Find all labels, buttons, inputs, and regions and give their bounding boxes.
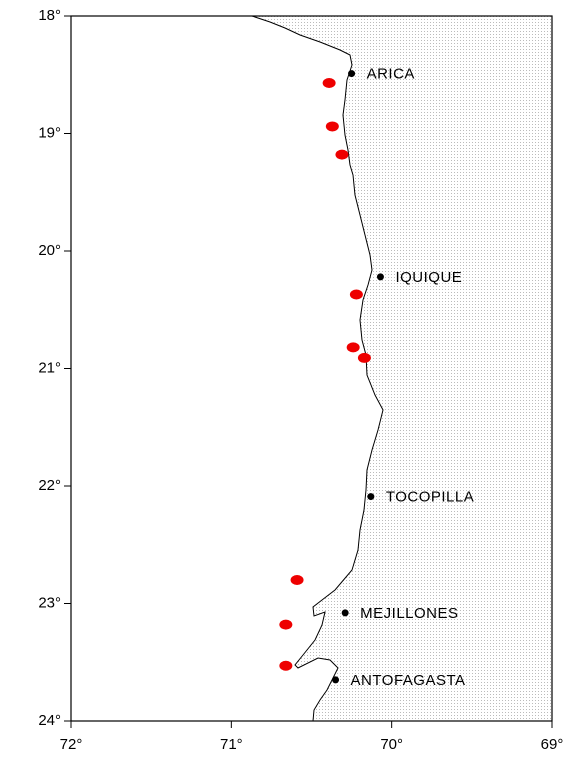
city (376, 273, 384, 281)
y-tick-label: 19° (38, 124, 61, 141)
y-tick-label: 23° (38, 594, 61, 611)
y-tick-label: 24° (38, 712, 61, 729)
x-tick-label: 70° (380, 736, 403, 753)
city-label: TOCOPILLA (386, 489, 474, 506)
y-tick-label: 20° (38, 242, 61, 259)
land (252, 16, 552, 721)
city-label: ANTOFAGASTA (351, 672, 466, 689)
station (325, 121, 339, 132)
station (290, 575, 304, 585)
station (346, 342, 360, 353)
y-tick-label: 18° (38, 7, 61, 24)
station (335, 149, 349, 160)
city (348, 70, 356, 78)
station (349, 289, 363, 300)
coastline (251, 16, 384, 721)
x-tick-label: 72° (60, 736, 83, 753)
city-label: IQUIQUE (395, 269, 462, 286)
land-group (251, 16, 552, 721)
x-tick-label: 69° (541, 736, 564, 753)
y-tick-label: 22° (38, 477, 61, 494)
station (279, 619, 293, 630)
station (322, 77, 336, 88)
city (367, 493, 375, 501)
city (341, 609, 349, 617)
y-tick-label: 21° (38, 359, 61, 376)
station (279, 660, 293, 671)
station (357, 352, 371, 363)
city-label: ARICA (367, 66, 415, 83)
city (332, 676, 340, 684)
city-label: MEJILLONES (360, 605, 458, 622)
x-tick-label: 71° (220, 736, 243, 753)
